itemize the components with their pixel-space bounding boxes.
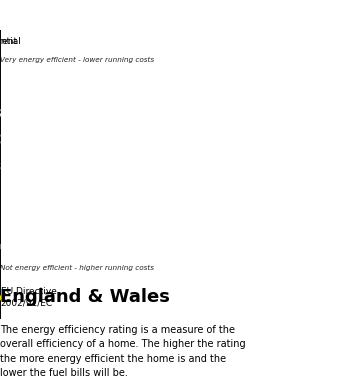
Text: (69-80): (69-80) bbox=[0, 137, 29, 143]
Text: 58: 58 bbox=[0, 160, 10, 174]
Text: The energy efficiency rating is a measure of the
overall efficiency of a home. T: The energy efficiency rating is a measur… bbox=[0, 325, 246, 378]
Text: EU Directive
2002/91/EC: EU Directive 2002/91/EC bbox=[1, 287, 56, 307]
Text: Potential: Potential bbox=[0, 36, 21, 45]
Text: (92-100): (92-100) bbox=[0, 84, 33, 91]
Text: (39-54): (39-54) bbox=[0, 190, 29, 196]
Text: Very energy efficient - lower running costs: Very energy efficient - lower running co… bbox=[0, 56, 154, 63]
Text: England & Wales: England & Wales bbox=[0, 288, 170, 306]
Text: Current: Current bbox=[0, 36, 18, 45]
Text: Energy Efficiency Rating: Energy Efficiency Rating bbox=[0, 7, 210, 23]
Text: (81-91): (81-91) bbox=[0, 111, 29, 117]
Text: (21-38): (21-38) bbox=[0, 217, 29, 223]
Text: (55-68): (55-68) bbox=[0, 164, 28, 170]
Text: Not energy efficient - higher running costs: Not energy efficient - higher running co… bbox=[0, 264, 154, 271]
Text: 88: 88 bbox=[0, 107, 11, 121]
Text: (1-20): (1-20) bbox=[0, 243, 24, 249]
